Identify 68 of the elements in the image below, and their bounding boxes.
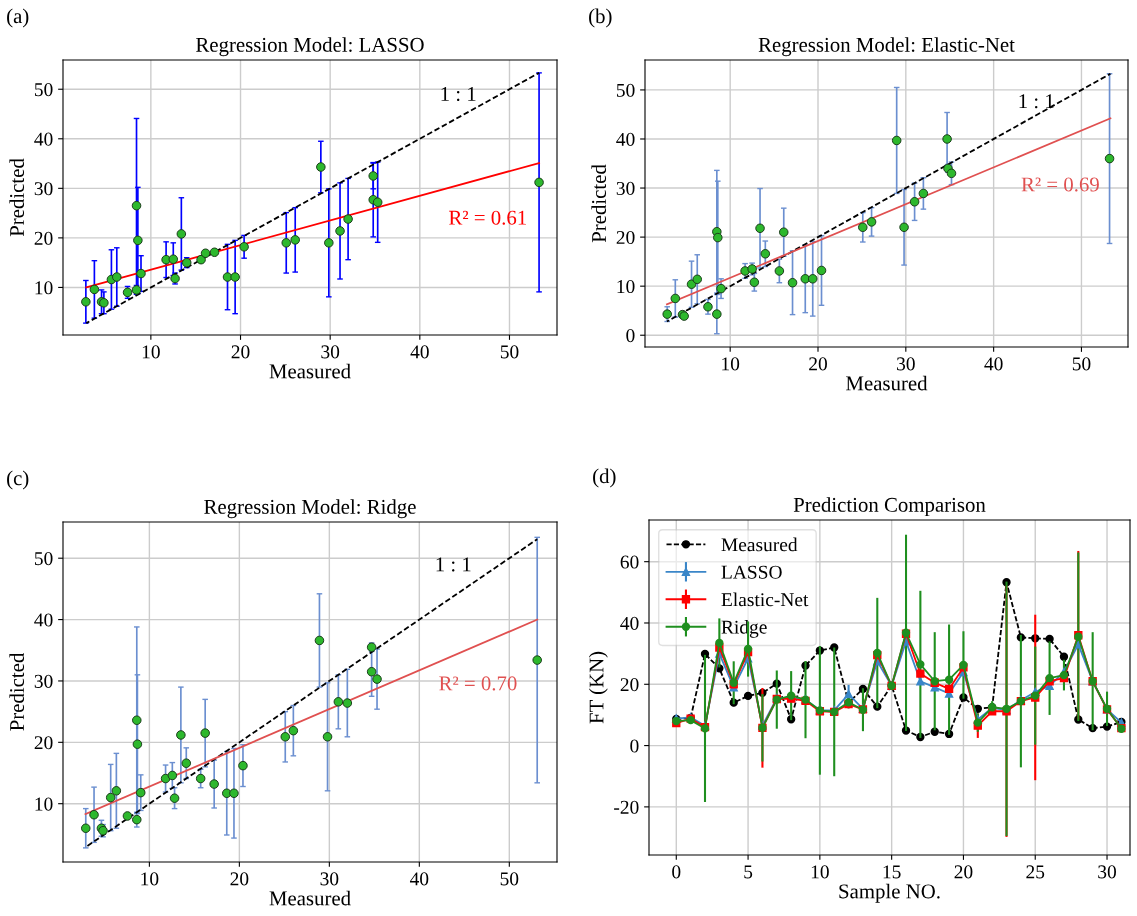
y-tick-label: 10 [35,797,53,811]
chart-title: Regression Model: Elastic-Net [758,37,1015,57]
y-tick-label: 40 [616,132,635,146]
x-tick-label: 40 [984,357,1003,371]
x-tick-label: 10 [141,872,159,886]
y-tick-label: 20 [34,231,53,245]
annotation: 1 : 1 [1019,94,1054,109]
x-tick-label: 50 [1072,357,1091,371]
annotation: R² = 0.70 [439,676,517,691]
x-tick-label: 15 [883,865,901,879]
text: (b) [589,8,612,28]
x-tick-label: 25 [1026,865,1045,879]
x-tick-label: 50 [500,345,519,359]
y-tick-label: 40 [34,132,53,146]
x-tick-label: 20 [230,872,249,886]
y-axis-title: FT (KN) [588,651,608,724]
y-tick-label: 0 [626,329,635,343]
y-tick-label: 30 [34,182,53,196]
x-axis-title: Sample NO. [839,883,940,903]
x-tick-label: 40 [410,345,429,359]
legend-label: Measured [721,537,798,552]
x-tick-label: 10 [722,357,740,371]
y-axis-title: Predicted [591,164,607,243]
x-tick-label: 20 [809,357,827,371]
text: (a) [7,8,29,28]
y-tick-label: 20 [620,678,639,692]
x-axis-title: Measured [269,890,351,906]
y-tick-label: 40 [34,613,53,627]
x-tick-label: 30 [320,872,339,886]
x-tick-label: 20 [954,865,973,879]
x-tick-label: 40 [409,872,429,886]
y-tick-label: 60 [620,555,639,569]
x-axis-title: Measured [269,363,351,379]
chart-title: Regression Model: Ridge [204,499,416,519]
y-tick-label: 20 [34,736,53,750]
y-tick-label: 0 [630,739,639,753]
annotation: R² = 0.61 [449,210,526,225]
annotation: R² = 0.69 [1021,177,1099,192]
y-tick-label: 40 [620,616,639,630]
x-tick-label: 5 [744,865,753,879]
chart-title: Regression Model: LASSO [196,37,424,57]
y-tick-label: 50 [616,83,635,97]
annotation: 1 : 1 [436,557,471,572]
y-tick-label: 50 [34,552,53,566]
x-tick-label: 20 [231,345,250,359]
x-tick-label: 30 [897,357,915,371]
x-tick-label: 10 [142,345,160,359]
y-tick-label: 10 [35,281,53,295]
text: (d) [593,468,616,488]
y-tick-label: 50 [34,83,53,97]
y-tick-label: 10 [617,279,635,294]
y-axis-title: Predicted [9,158,25,237]
y-tick-label: -20 [614,800,639,814]
x-tick-label: 30 [1098,865,1117,879]
annotation: 1 : 1 [441,87,476,102]
text: (c) [7,470,29,490]
legend-label: Elastic-Net [721,592,809,607]
y-tick-label: 30 [616,181,635,195]
chart-title: Prediction Comparison [793,497,986,517]
x-tick-label: 50 [500,872,519,886]
y-axis-title: Predicted [9,652,25,731]
legend-label: LASSO [721,565,782,579]
y-tick-label: 30 [34,674,53,688]
x-axis-title: Measured [846,375,928,391]
y-tick-label: 20 [616,230,635,245]
x-tick-label: 0 [672,865,681,879]
x-tick-label: 10 [811,865,829,879]
x-tick-label: 30 [321,345,340,359]
